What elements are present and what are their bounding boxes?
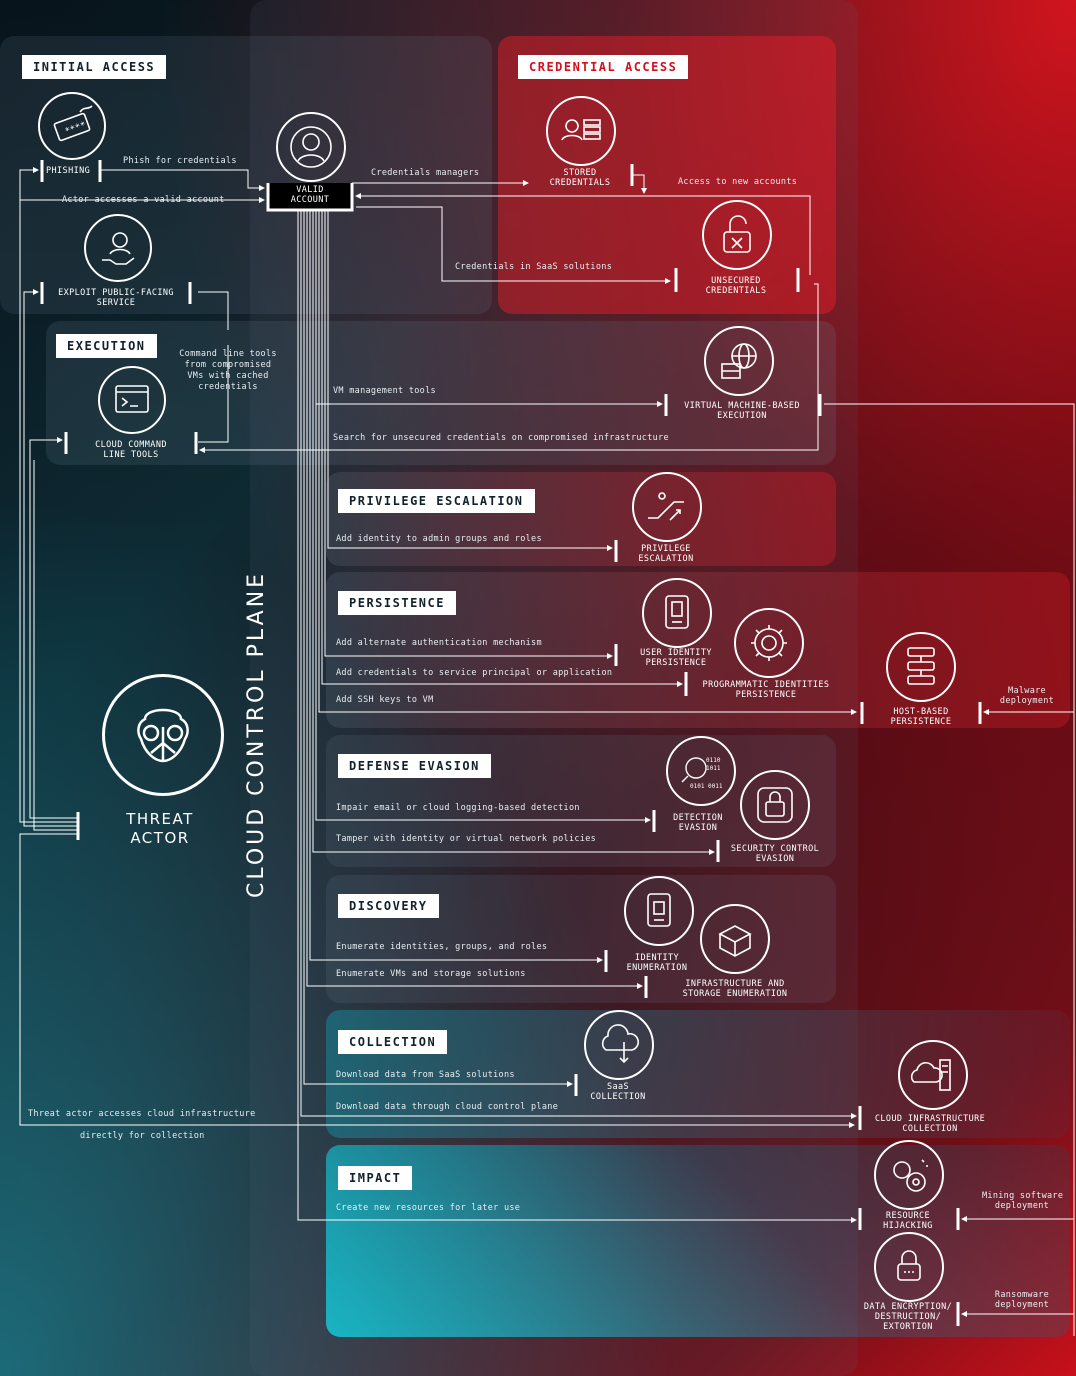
hand-user-icon xyxy=(84,214,152,282)
node-cloud-command-line: CLOUD COMMAND LINE TOOLS xyxy=(95,440,167,460)
threat-actor-label: THREAT ACTOR xyxy=(126,810,194,847)
threat-actor-icon xyxy=(102,674,224,796)
node-privilege-escalation: PRIVILEGE ESCALATION xyxy=(638,544,694,564)
edge-service-principal: Add credentials to service principal or … xyxy=(336,668,613,678)
tactic-collection: COLLECTION xyxy=(338,1030,448,1054)
node-phishing: PHISHING xyxy=(46,166,91,176)
edge-ransomware: Ransomware deployment xyxy=(994,1290,1050,1310)
terminal-icon xyxy=(98,366,166,434)
tactic-privilege-escalation: PRIVILEGE ESCALATION xyxy=(338,489,535,513)
tactic-defense-evasion: DEFENSE EVASION xyxy=(338,754,491,778)
edge-download-saas: Download data from SaaS solutions xyxy=(336,1070,515,1080)
execution-panel xyxy=(46,321,836,465)
tactic-execution: EXECUTION xyxy=(56,334,157,358)
svg-text:0101 0011: 0101 0011 xyxy=(690,783,723,790)
edge-create-resources: Create new resources for later use xyxy=(336,1203,521,1213)
tactic-discovery: DISCOVERY xyxy=(338,894,439,918)
node-security-control-evasion: SECURITY CONTROL EVASION xyxy=(730,844,820,864)
svg-text:1011: 1011 xyxy=(706,765,721,772)
edge-actor-valid: Actor accesses a valid account xyxy=(62,195,225,205)
binary-search-icon: 0110 1011 0101 0011 xyxy=(666,736,736,806)
edge-enum-vms: Enumerate VMs and storage solutions xyxy=(336,969,526,979)
node-exploit-service: EXPLOIT PUBLIC-FACING SERVICE xyxy=(58,288,174,308)
node-cloud-infrastructure-collection: CLOUD INFRASTRUCTURE COLLECTION xyxy=(874,1114,986,1134)
encrypted-lock-icon xyxy=(874,1232,944,1302)
node-infrastructure-enumeration: INFRASTRUCTURE AND STORAGE ENUMERATION xyxy=(682,979,788,999)
edge-add-admin: Add identity to admin groups and roles xyxy=(336,534,542,544)
node-stored-credentials: STORED CREDENTIALS xyxy=(549,168,611,188)
edge-enum-identities: Enumerate identities, groups, and roles xyxy=(336,942,548,952)
node-detection-evasion: DETECTION EVASION xyxy=(673,813,723,833)
unlocked-lock-icon xyxy=(702,200,772,270)
credential-access-panel xyxy=(498,36,836,314)
node-identity-enumeration: IDENTITY ENUMERATION xyxy=(626,953,688,973)
edge-cred-managers: Credentials managers xyxy=(371,168,480,178)
gear-icon xyxy=(734,608,804,678)
edge-vm-mgmt: VM management tools xyxy=(333,386,436,396)
tactic-persistence: PERSISTENCE xyxy=(338,591,456,615)
globe-server-icon xyxy=(704,326,774,396)
cloud-control-plane-label: CLOUD CONTROL PLANE xyxy=(244,570,269,898)
edge-tamper: Tamper with identity or virtual network … xyxy=(336,834,597,844)
escalator-icon xyxy=(632,472,702,542)
svg-text:0110: 0110 xyxy=(706,757,721,764)
keyboard-icon: **** xyxy=(38,92,106,160)
edge-impair: Impair email or cloud logging-based dete… xyxy=(336,803,580,813)
edge-cred-saas: Credentials in SaaS solutions xyxy=(455,262,613,272)
cloud-server-icon xyxy=(898,1040,968,1110)
impact-panel xyxy=(326,1145,1070,1337)
cloud-download-icon xyxy=(584,1010,654,1080)
stored-credentials-icon xyxy=(546,96,616,166)
gears-icon xyxy=(874,1140,944,1210)
user-icon xyxy=(276,112,346,182)
initial-access-panel xyxy=(0,36,492,314)
node-data-encryption: DATA ENCRYPTION/DESTRUCTION/EXTORTION xyxy=(863,1302,953,1332)
tactic-impact: IMPACT xyxy=(338,1166,413,1190)
edge-alt-auth: Add alternate authentication mechanism xyxy=(336,638,542,648)
edge-malware: Malware deployment xyxy=(999,686,1055,706)
tactic-credential-access: CREDENTIAL ACCESS xyxy=(518,55,689,79)
server-rack-icon xyxy=(886,632,956,702)
node-unsecured-credentials: UNSECURED CREDENTIALS xyxy=(705,276,767,296)
node-valid-account: VALID ACCOUNT xyxy=(290,185,330,205)
tactic-initial-access: INITIAL ACCESS xyxy=(22,55,167,79)
edge-direct-access-1: Threat actor accesses cloud infrastructu… xyxy=(28,1109,256,1119)
edge-phish: Phish for credentials xyxy=(123,156,237,166)
edge-mining: Mining software deployment xyxy=(982,1191,1064,1211)
storage-box-icon xyxy=(700,904,770,974)
id-badge-icon xyxy=(642,578,712,648)
privilege-escalation-panel xyxy=(326,472,836,566)
edge-access-new: Access to new accounts xyxy=(678,177,798,187)
node-programmatic-persistence: PROGRAMMATIC IDENTITIES PERSISTENCE xyxy=(702,680,830,700)
node-vm-execution: VIRTUAL MACHINE-BASED EXECUTION xyxy=(684,401,800,421)
edge-command-line: Command line tools from compromised VMs wi… xyxy=(179,349,277,392)
edge-download-control-plane: Download data through cloud control plan… xyxy=(336,1102,559,1112)
node-resource-hijacking: RESOURCE HIJACKING xyxy=(883,1211,933,1231)
node-saas-collection: SaaS COLLECTION xyxy=(590,1082,646,1102)
edge-ssh-keys: Add SSH keys to VM xyxy=(336,695,434,705)
padlock-icon xyxy=(740,770,810,840)
identity-badge-icon xyxy=(624,876,694,946)
node-user-identity-persistence: USER IDENTITY PERSISTENCE xyxy=(640,648,712,668)
edge-direct-access-2: directly for collection xyxy=(80,1131,205,1141)
edge-search-unsecured: Search for unsecured credentials on comp… xyxy=(333,433,669,443)
node-host-persistence: HOST-BASED PERSISTENCE xyxy=(890,707,952,727)
